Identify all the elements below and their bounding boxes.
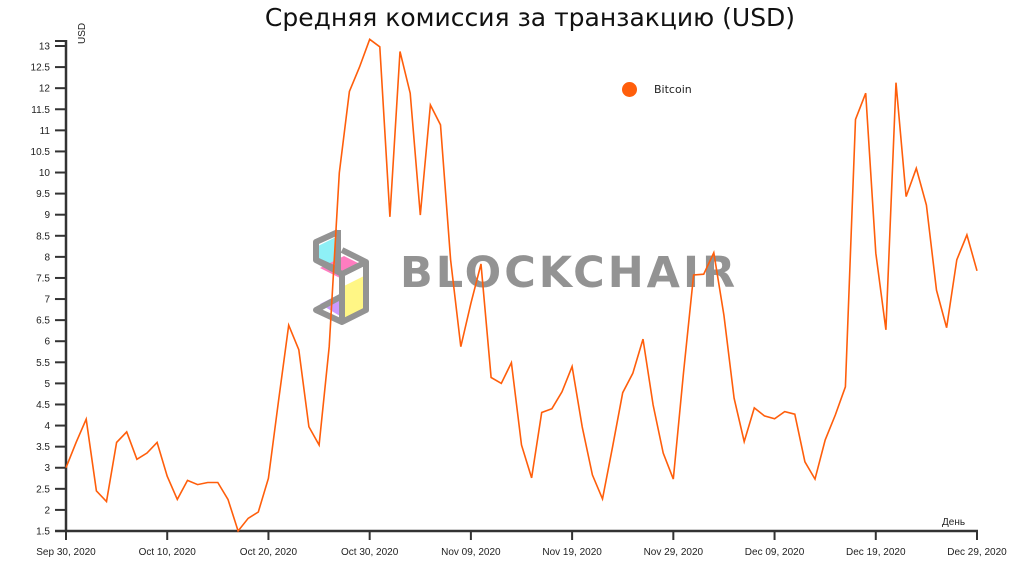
x-tick-label: Dec 09, 2020 — [745, 547, 805, 558]
y-tick-label: 11 — [40, 126, 51, 137]
series-line-bitcoin[interactable] — [65, 38, 978, 533]
y-tick-label: 2 — [44, 505, 50, 516]
y-tick-label: 3.5 — [36, 442, 50, 453]
y-tick-label: 9.5 — [36, 189, 50, 200]
blockchair-logo-icon — [313, 229, 369, 325]
y-tick-label: 10 — [39, 168, 51, 179]
y-axis: 1.5 2 2.5 3 3.5 4 4.5 5 5.5 6 6.5 7 7.5 8 8.5 9 9.5 10 10.… — [31, 40, 68, 538]
chart-title: Средняя комиссия за транзакцию (USD) — [264, 3, 796, 32]
x-axis-label: День — [942, 517, 965, 528]
x-tick-label: Nov 29, 2020 — [644, 547, 704, 558]
y-tick-label: 6.5 — [36, 316, 50, 327]
y-axis-label: USD — [77, 23, 88, 44]
y-tick-label: 12 — [39, 84, 51, 95]
x-tick-label: Nov 09, 2020 — [441, 547, 501, 558]
x-tick-label: Nov 19, 2020 — [542, 547, 602, 558]
y-tick-label: 5.5 — [36, 358, 50, 369]
y-tick-label: 10.5 — [31, 147, 51, 158]
x-tick-label: Oct 30, 2020 — [341, 547, 399, 558]
y-tick-label: 7.5 — [36, 273, 50, 284]
legend: Bitcoin — [622, 82, 692, 97]
y-tick-label: 13 — [39, 42, 51, 53]
x-tick-label: Oct 20, 2020 — [240, 547, 298, 558]
y-tick-label: 8 — [44, 252, 50, 263]
x-tick-label: Oct 10, 2020 — [139, 547, 197, 558]
y-tick-label: 3 — [44, 463, 50, 474]
y-tick-label: 4 — [44, 421, 50, 432]
y-tick-label: 9 — [44, 210, 50, 221]
y-tick-label: 12.5 — [31, 63, 51, 74]
x-tick-label: Dec 19, 2020 — [846, 547, 906, 558]
y-tick-label: 2.5 — [36, 484, 50, 495]
y-tick-label: 1.5 — [36, 527, 50, 538]
x-tick-label: Sep 30, 2020 — [36, 547, 96, 558]
y-tick-label: 7 — [44, 295, 50, 306]
y-tick-label: 11.5 — [31, 105, 50, 116]
y-tick-label: 4.5 — [36, 400, 50, 411]
watermark-text: BLOCKCHAIR — [400, 248, 739, 298]
y-tick-label: 8.5 — [36, 231, 50, 242]
legend-bitcoin-label[interactable]: Bitcoin — [654, 83, 692, 96]
series-group — [65, 38, 978, 533]
y-tick-label: 5 — [44, 379, 50, 390]
blockchair-watermark: BLOCKCHAIR — [308, 224, 738, 328]
x-tick-label: Dec 29, 2020 — [947, 547, 1007, 558]
legend-bitcoin-marker-icon[interactable] — [622, 82, 637, 97]
y-tick-label: 6 — [44, 337, 50, 348]
x-axis: Sep 30, 2020 Oct 10, 2020 Oct 20, 2020 Oct … — [36, 529, 1007, 558]
